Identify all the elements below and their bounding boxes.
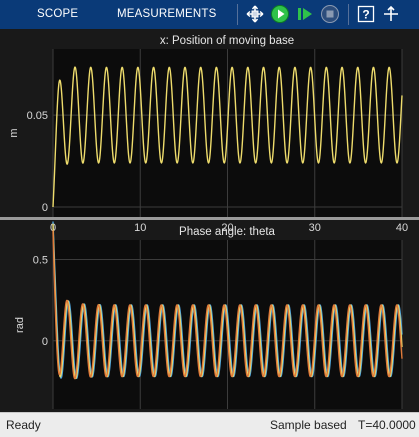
y-tick-label: 0 xyxy=(42,336,48,348)
series-line xyxy=(52,230,403,380)
panel-divider[interactable] xyxy=(0,217,419,220)
theta-chart-title: Phase angle: theta xyxy=(179,226,276,238)
position-chart-title: x: Position of moving base xyxy=(160,35,294,47)
theta-ylabel: rad xyxy=(14,317,26,333)
x-tick-label: 30 xyxy=(309,222,321,234)
run-icon[interactable] xyxy=(270,4,290,24)
cursor-tool-icon[interactable] xyxy=(245,4,265,24)
toolbar: SCOPE MEASUREMENTS ? xyxy=(0,0,419,29)
scope-plots: x: Position of moving base m 00.05 0 10 20… xyxy=(0,29,419,425)
position-yticks: 00.05 xyxy=(27,110,48,214)
tab-measurements[interactable]: MEASUREMENTS xyxy=(117,8,217,20)
svg-text:?: ? xyxy=(362,8,369,22)
status-bar: Ready Sample based T=40.0000 xyxy=(0,412,419,437)
theta-lines xyxy=(52,221,403,380)
position-ylabel: m xyxy=(8,128,20,137)
status-ready: Ready xyxy=(6,418,41,432)
undock-icon[interactable] xyxy=(381,4,401,24)
scope-plot-area: x: Position of moving base m 0 0.05 0 10 20… xyxy=(0,29,419,425)
position-xticks: 0 10 20 30 40 xyxy=(50,222,408,234)
status-mode: Sample based xyxy=(270,418,347,432)
tab-scope[interactable]: SCOPE xyxy=(37,8,79,20)
step-forward-icon[interactable] xyxy=(295,4,315,24)
toolbar-separator xyxy=(237,4,238,25)
toolbar-separator xyxy=(348,4,349,25)
series-line xyxy=(52,66,403,208)
theta-yticks: 00.5 xyxy=(33,255,48,348)
stop-icon[interactable] xyxy=(320,4,340,24)
help-icon[interactable]: ? xyxy=(356,4,376,24)
series-line xyxy=(52,221,403,379)
y-tick-label: 0.5 xyxy=(33,255,48,267)
y-tick-label: 0.05 xyxy=(27,110,48,122)
position-grid xyxy=(52,49,403,218)
x-tick-label: 40 xyxy=(396,222,408,234)
status-time: T=40.0000 xyxy=(358,418,416,432)
x-tick-label: 10 xyxy=(134,222,146,234)
x-tick-label: 20 xyxy=(221,222,233,234)
y-tick-label: 0 xyxy=(42,202,48,214)
position-lines xyxy=(52,66,403,208)
series-line xyxy=(52,223,403,380)
